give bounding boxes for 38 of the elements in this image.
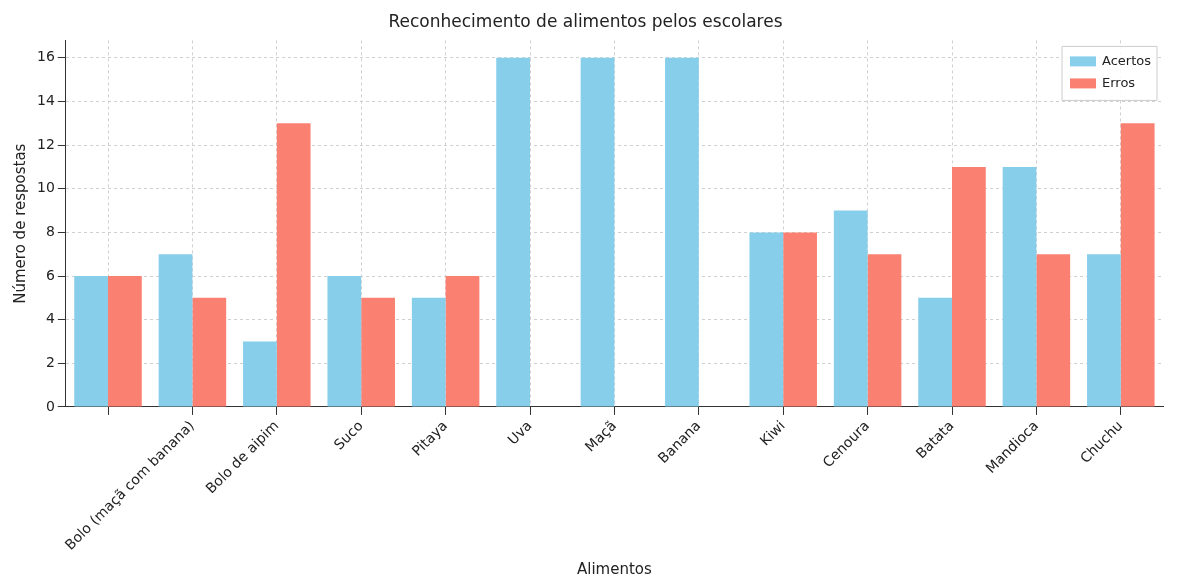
bar: [496, 57, 531, 407]
legend-label: Acertos: [1102, 52, 1152, 68]
bar: [327, 276, 362, 407]
bar: [1002, 166, 1037, 407]
bar: [361, 297, 395, 407]
bar: [1120, 123, 1155, 407]
x-axis-title: Alimentos: [576, 559, 652, 578]
bar: [411, 297, 446, 407]
y-tick-label: 10: [36, 179, 55, 196]
bar: [192, 297, 227, 407]
bar: [918, 297, 952, 407]
y-tick-label: 12: [36, 135, 55, 152]
bar: [665, 57, 699, 407]
y-tick-label: 6: [45, 266, 55, 283]
bar: [108, 276, 142, 407]
x-tick-label: Uva: [504, 417, 535, 448]
y-axis-title: Número de respostas: [10, 143, 29, 304]
legend-label: Erros: [1102, 74, 1136, 90]
bar: [158, 254, 193, 407]
bar: [580, 57, 615, 407]
bar: [749, 232, 784, 407]
bar: [74, 276, 109, 407]
bar: [1087, 254, 1121, 407]
bar: [952, 166, 986, 407]
bar: [276, 123, 311, 407]
bar: [243, 341, 277, 407]
y-tick-label: 0: [45, 397, 55, 414]
y-tick-label: 16: [36, 48, 55, 65]
y-tick-label: 2: [45, 353, 55, 370]
bar: [445, 276, 480, 407]
bar: [783, 232, 817, 407]
bar: [833, 210, 868, 407]
bar: [867, 254, 902, 407]
chart-title: Reconhecimento de alimentos pelos escolares: [388, 10, 783, 31]
y-tick-label: 4: [45, 310, 55, 327]
y-tick-label: 14: [36, 92, 55, 109]
y-tick-label: 8: [45, 223, 55, 240]
bar: [1036, 254, 1071, 407]
